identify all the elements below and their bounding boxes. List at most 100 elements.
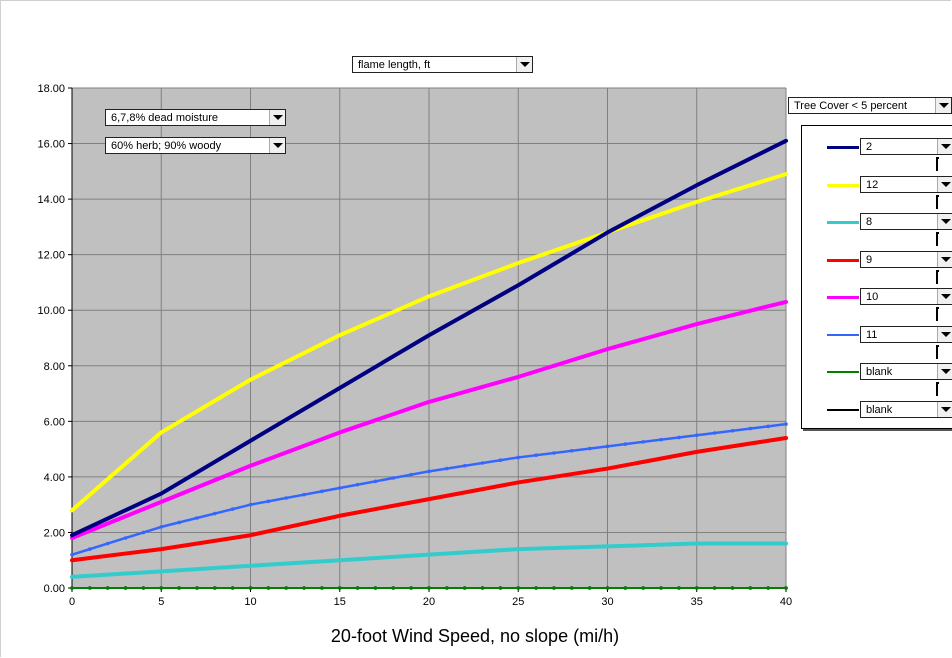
legend-swatch: [827, 258, 859, 262]
fuel-model-value: 9: [866, 253, 873, 266]
series-point-blank: [641, 586, 645, 590]
series-point-blank: [213, 586, 217, 590]
series-point-11: [70, 552, 74, 557]
legend-divider: [936, 307, 939, 321]
fuel-model-select[interactable]: 12: [860, 175, 952, 193]
legend-swatch: [827, 371, 859, 373]
series-point-11: [105, 541, 110, 546]
series-point-11: [355, 482, 360, 487]
fuel-model-select[interactable]: 8: [860, 213, 952, 230]
y-tick-labels: 0.00 2.00 4.00 6.00 8.00 10.00 12.00 14.00 16.00…: [37, 83, 65, 595]
output-variable-select[interactable]: flame length, ft: [352, 56, 533, 73]
series-point-blank: [587, 586, 592, 590]
chevron-down-icon[interactable]: [269, 138, 285, 153]
fuel-model-value: 10: [866, 291, 879, 303]
series-point-blank: [105, 586, 110, 590]
series-point-blank: [248, 586, 253, 590]
series-point-blank: [177, 586, 181, 590]
legend-swatch: [827, 221, 859, 224]
dead-moisture-value: 6,7,8% dead moisture: [111, 112, 219, 124]
series-point-11: [391, 476, 396, 480]
series-point-blank: [730, 586, 735, 590]
legend-divider: [936, 269, 939, 284]
fuel-model-select[interactable]: 2: [860, 138, 952, 155]
series-point-11: [141, 530, 146, 535]
series-point-11: [427, 469, 431, 474]
series-point-11: [373, 479, 378, 484]
series-point-11: [498, 458, 503, 463]
series-point-11: [123, 536, 128, 540]
series-point-11: [320, 489, 324, 494]
series-point-11: [88, 547, 92, 551]
series-point-blank: [373, 586, 378, 590]
fuel-model-value: blank: [866, 403, 893, 416]
fuel-model-select[interactable]: 10: [860, 288, 952, 305]
series-point-11: [248, 502, 253, 507]
y-tick-label: 16.00: [37, 139, 65, 151]
fuel-model-value: 2: [866, 141, 873, 153]
series-point-11: [462, 463, 467, 468]
chevron-down-icon[interactable]: [937, 364, 952, 379]
legend-divider: [936, 157, 939, 171]
y-tick-label: 14.00: [37, 194, 65, 206]
fuel-model-select[interactable]: blank: [860, 363, 952, 380]
chevron-down-icon[interactable]: [937, 251, 952, 267]
gridlines: [72, 87, 787, 588]
tree-cover-select[interactable]: Tree Cover < 5 percent: [788, 97, 952, 114]
series-point-11: [516, 455, 521, 460]
series-point-blank: [784, 586, 788, 590]
legend: 2 12 8 9 10 11 blank blank: [801, 125, 952, 429]
series-point-blank: [445, 586, 449, 590]
chevron-down-icon[interactable]: [935, 98, 951, 113]
series-point-blank: [534, 586, 538, 590]
series-point-blank: [694, 586, 699, 590]
x-tick-label: 40: [780, 596, 792, 608]
chevron-down-icon[interactable]: [937, 289, 952, 304]
fuel-model-select[interactable]: 9: [860, 250, 952, 268]
legend-divider: [936, 232, 939, 246]
dead-moisture-select[interactable]: 6,7,8% dead moisture: [105, 109, 286, 126]
fuel-model-value: 8: [866, 216, 873, 228]
series-point-blank: [712, 586, 717, 590]
y-tick-label: 0.00: [44, 583, 65, 595]
y-tick-label: 12.00: [37, 250, 65, 262]
series-point-11: [570, 448, 574, 453]
series-point-11: [641, 440, 645, 444]
series-point-11: [159, 525, 164, 529]
y-tick-label: 6.00: [44, 416, 65, 428]
legend-swatch: [827, 296, 859, 299]
fuel-model-select[interactable]: 11: [860, 325, 952, 343]
series-point-11: [534, 453, 538, 458]
legend-item: 8: [802, 213, 952, 231]
legend-item: 11: [802, 325, 952, 344]
legend-item: 10: [802, 288, 952, 306]
chevron-down-icon[interactable]: [516, 57, 532, 72]
live-moisture-select[interactable]: 60% herb; 90% woody: [105, 137, 286, 154]
y-tick-label: 10.00: [37, 305, 65, 317]
series-point-11: [337, 486, 342, 490]
x-tick-label: 35: [691, 596, 703, 608]
series-point-11: [623, 442, 628, 446]
chevron-down-icon[interactable]: [937, 401, 952, 417]
chevron-down-icon[interactable]: [937, 176, 952, 192]
chevron-down-icon[interactable]: [937, 139, 952, 154]
legend-divider: [936, 194, 939, 209]
x-tick-label: 10: [244, 596, 256, 608]
x-tick-label: 20: [423, 596, 435, 608]
legend-item: blank: [802, 363, 952, 381]
series-point-11: [445, 466, 449, 471]
series-point-11: [730, 428, 735, 433]
fuel-model-select[interactable]: blank: [860, 400, 952, 418]
series-lines: [70, 138, 788, 590]
series-point-11: [552, 451, 556, 455]
chevron-down-icon[interactable]: [937, 214, 952, 229]
chevron-down-icon[interactable]: [937, 326, 952, 342]
series-point-blank: [337, 586, 342, 590]
chevron-down-icon[interactable]: [269, 110, 285, 125]
series-point-11: [748, 426, 753, 431]
series-point-11: [177, 520, 181, 525]
y-tick-label: 8.00: [44, 361, 65, 373]
series-line-9: [70, 436, 788, 563]
